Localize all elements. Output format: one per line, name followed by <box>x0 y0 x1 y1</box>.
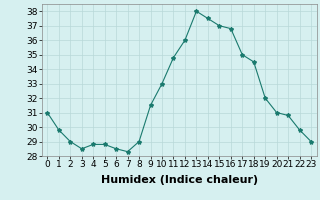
X-axis label: Humidex (Indice chaleur): Humidex (Indice chaleur) <box>100 175 258 185</box>
